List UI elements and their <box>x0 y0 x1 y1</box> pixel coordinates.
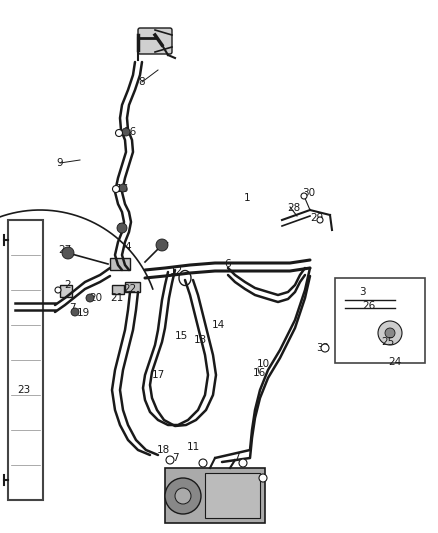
Bar <box>110 258 130 270</box>
Text: 20: 20 <box>89 293 102 303</box>
Text: 28: 28 <box>287 203 300 213</box>
Circle shape <box>113 185 120 192</box>
Circle shape <box>385 328 395 338</box>
Bar <box>112 285 124 294</box>
Text: 5: 5 <box>117 223 124 233</box>
Circle shape <box>71 308 79 316</box>
Text: 7: 7 <box>233 453 239 463</box>
Bar <box>125 282 140 292</box>
Text: 4: 4 <box>125 242 131 252</box>
Text: 8: 8 <box>139 77 145 87</box>
Circle shape <box>301 193 307 199</box>
Circle shape <box>122 128 130 136</box>
Circle shape <box>62 247 74 259</box>
Text: 9: 9 <box>57 158 64 168</box>
Text: 32: 32 <box>316 343 330 353</box>
Circle shape <box>378 321 402 345</box>
Text: 16: 16 <box>252 368 265 378</box>
Text: 7: 7 <box>69 303 75 313</box>
Text: 7: 7 <box>172 453 178 463</box>
Circle shape <box>175 488 191 504</box>
Circle shape <box>116 130 123 136</box>
Text: 27: 27 <box>58 245 72 255</box>
Text: 6: 6 <box>225 259 231 269</box>
Bar <box>205 473 260 518</box>
Text: 23: 23 <box>18 385 31 395</box>
Circle shape <box>156 239 168 251</box>
Text: 26: 26 <box>362 301 376 311</box>
Text: 3: 3 <box>359 287 365 297</box>
Text: 2: 2 <box>65 280 71 290</box>
Text: 11: 11 <box>187 442 200 452</box>
Text: 24: 24 <box>389 357 402 367</box>
Bar <box>8 220 43 500</box>
Text: 10: 10 <box>256 359 269 369</box>
Bar <box>165 468 265 523</box>
Text: 30: 30 <box>302 188 315 198</box>
FancyBboxPatch shape <box>138 28 172 54</box>
Text: 25: 25 <box>381 337 395 347</box>
Text: 12: 12 <box>170 266 183 276</box>
Text: 14: 14 <box>212 320 225 330</box>
Circle shape <box>55 287 61 293</box>
Circle shape <box>119 184 127 192</box>
Text: 22: 22 <box>124 284 137 294</box>
Circle shape <box>166 456 174 464</box>
Text: 21: 21 <box>110 293 124 303</box>
Circle shape <box>86 294 94 302</box>
Circle shape <box>321 344 329 352</box>
Bar <box>335 278 425 363</box>
Text: 13: 13 <box>193 335 207 345</box>
Circle shape <box>199 459 207 467</box>
Circle shape <box>117 223 127 233</box>
Circle shape <box>317 217 323 223</box>
Text: 1: 1 <box>244 193 250 203</box>
Bar <box>60 285 72 297</box>
Text: 29: 29 <box>311 213 324 223</box>
Text: 18: 18 <box>156 445 170 455</box>
Circle shape <box>239 459 247 467</box>
Text: 17: 17 <box>152 370 165 380</box>
Text: 16: 16 <box>124 127 137 137</box>
Circle shape <box>165 478 201 514</box>
Text: 15: 15 <box>174 331 187 341</box>
Text: 19: 19 <box>76 308 90 318</box>
Text: 16: 16 <box>115 184 129 194</box>
Text: 27: 27 <box>156 242 170 252</box>
Circle shape <box>259 474 267 482</box>
